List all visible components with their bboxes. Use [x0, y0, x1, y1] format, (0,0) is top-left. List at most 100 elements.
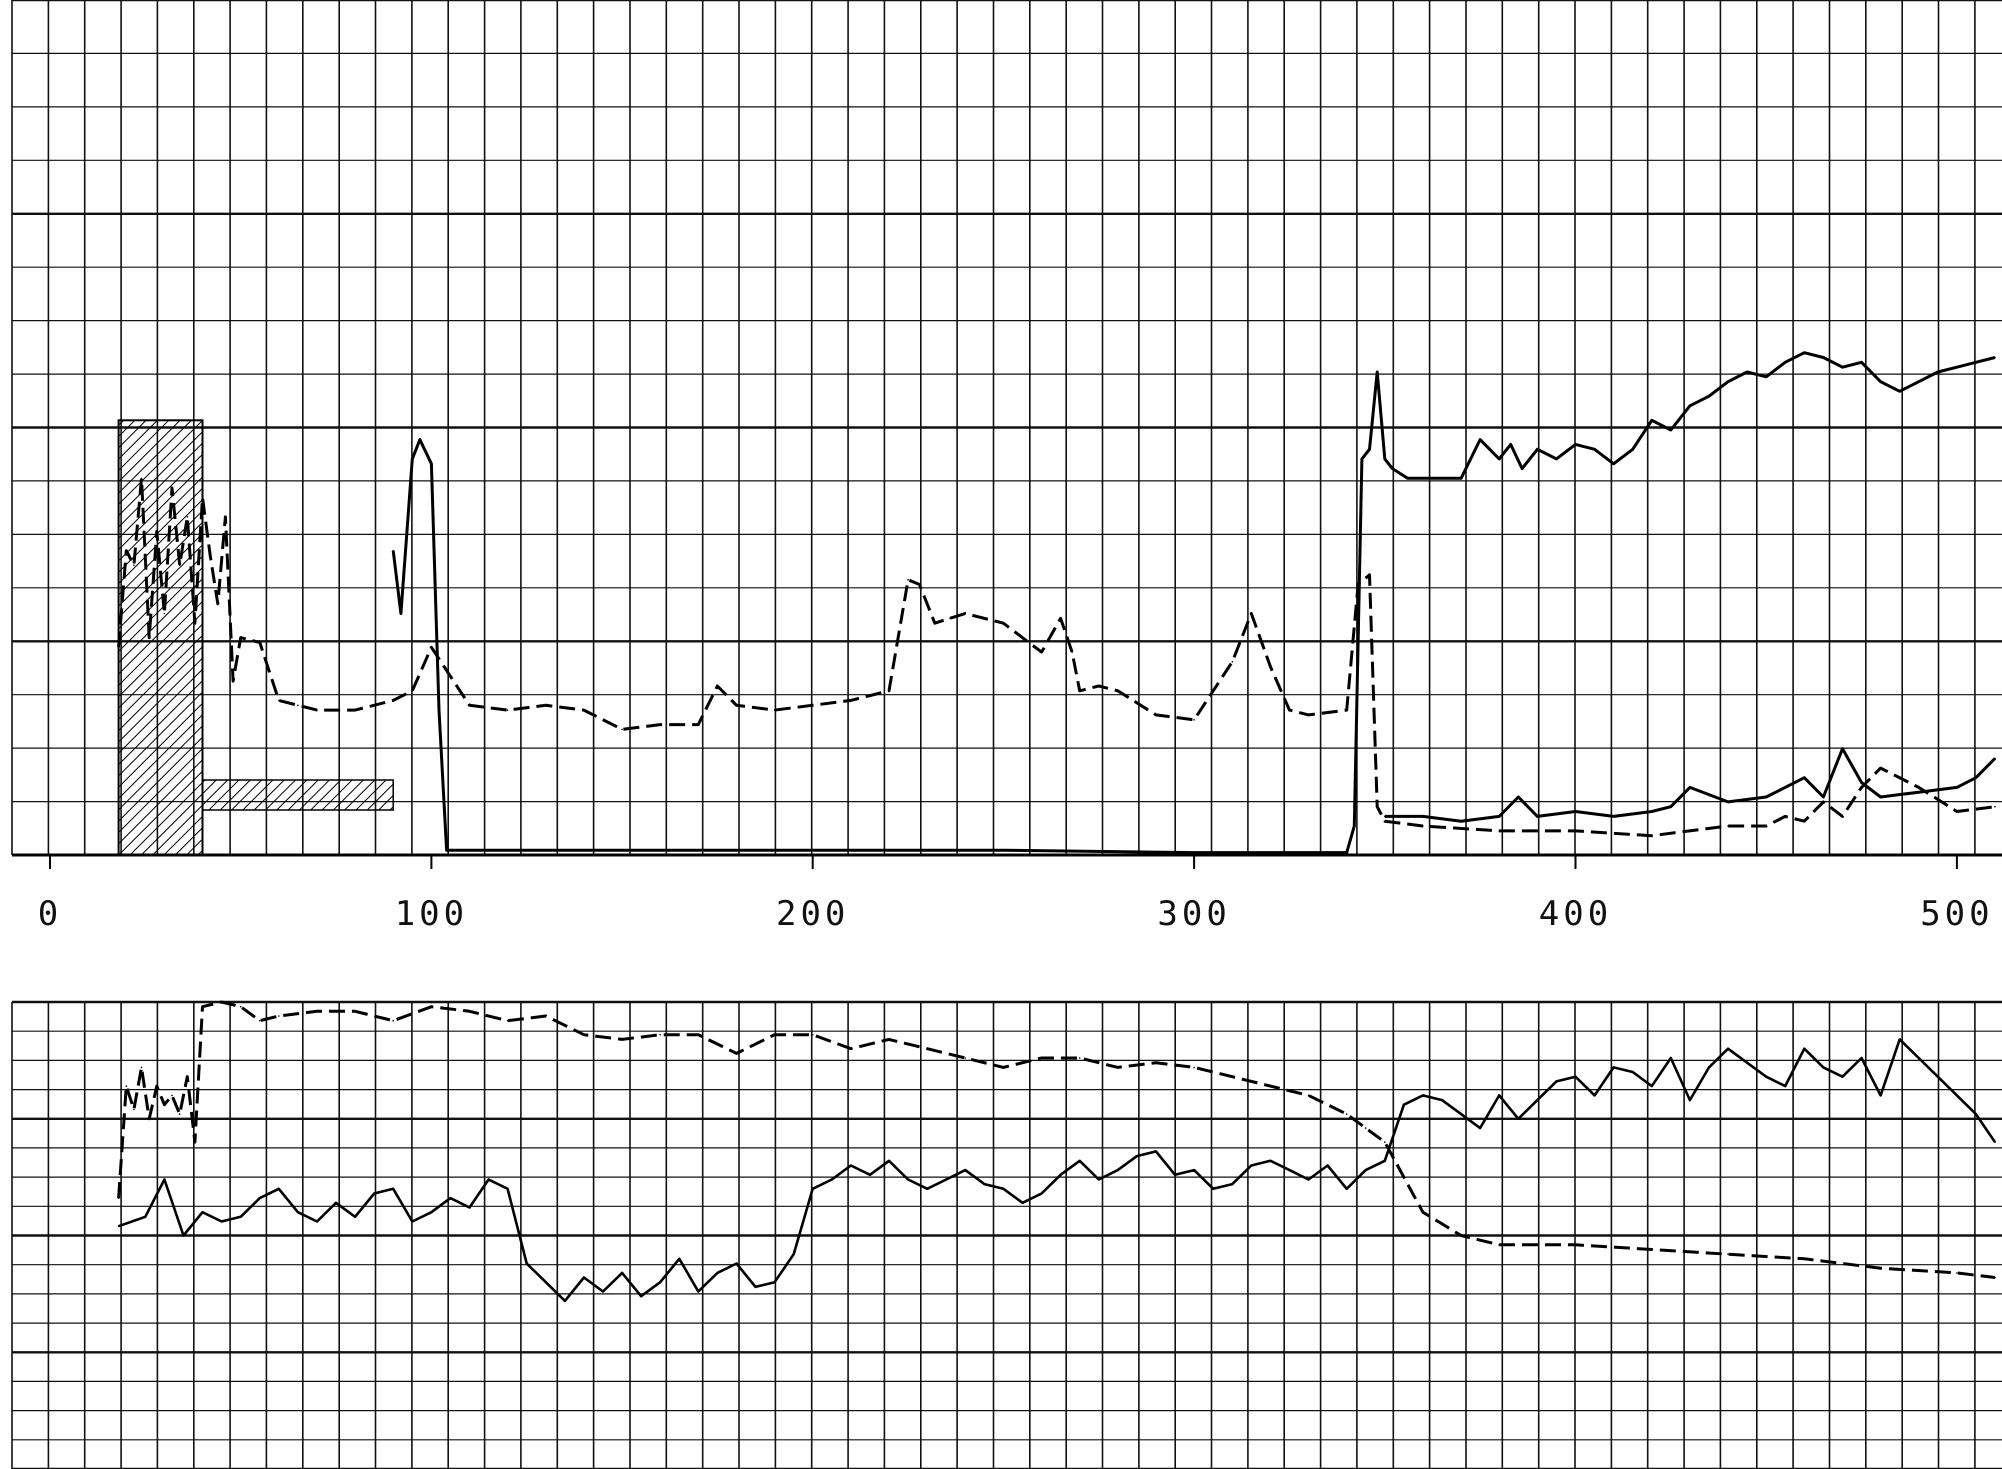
lower-point — [1841, 1075, 1844, 1078]
upper-point — [1422, 815, 1424, 818]
lower-point — [156, 1085, 158, 1087]
upper-point — [697, 723, 700, 726]
upper-point — [949, 617, 951, 620]
upper-point — [1479, 438, 1481, 441]
lower-point — [1574, 1075, 1577, 1078]
lower-point — [1384, 1141, 1386, 1143]
upper-point — [259, 641, 261, 644]
upper-point — [186, 516, 189, 518]
upper-point — [1612, 463, 1615, 465]
lower-point — [545, 1015, 547, 1017]
upper-point — [1536, 815, 1539, 818]
lower-point — [117, 1197, 120, 1199]
upper-point — [1917, 380, 1920, 383]
lower-point — [373, 1192, 376, 1195]
lower-point — [1746, 1061, 1748, 1064]
lower-point — [1574, 1244, 1577, 1246]
upper-point — [850, 699, 852, 702]
upper-point — [1975, 361, 1977, 364]
lower-point — [239, 1005, 242, 1008]
lower-point — [1040, 1057, 1043, 1059]
lower-point — [1651, 1085, 1653, 1087]
lower-point — [1460, 1113, 1462, 1115]
upper-point — [1765, 376, 1767, 378]
lower-point — [354, 1010, 356, 1013]
lower-point — [850, 1047, 852, 1050]
upper-point — [1994, 757, 1996, 760]
lower-point — [316, 1010, 318, 1013]
upper-point — [1345, 851, 1348, 854]
lower-point — [392, 1188, 395, 1190]
lower-point — [1689, 1099, 1691, 1101]
upper-hatched-region — [117, 419, 394, 856]
lower-point — [1860, 1057, 1863, 1059]
upper-point — [1422, 825, 1424, 827]
upper-point — [1841, 747, 1844, 750]
lower-point — [259, 1019, 261, 1022]
lower-point — [220, 1001, 223, 1003]
upper-point — [209, 554, 211, 557]
lower-point — [259, 1197, 261, 1199]
upper-grid — [11, 0, 2002, 857]
upper-point — [1765, 825, 1767, 827]
upper-point — [1917, 791, 1920, 793]
upper-point — [1078, 690, 1081, 692]
lower-point — [583, 1033, 585, 1036]
upper-point — [1384, 820, 1386, 822]
upper-point — [1994, 356, 1996, 359]
upper-point — [1860, 786, 1863, 789]
upper-point — [1822, 801, 1825, 803]
upper-point — [1803, 820, 1806, 822]
upper-point — [411, 690, 414, 692]
lower-point — [1708, 1066, 1710, 1069]
upper-point — [1555, 458, 1558, 460]
lower-point — [678, 1258, 681, 1260]
lower-point — [125, 1085, 128, 1087]
upper-point — [1670, 429, 1672, 431]
lower-point — [1517, 1118, 1520, 1120]
upper-point — [1822, 796, 1825, 798]
lower-point — [1021, 1202, 1024, 1204]
upper-point — [438, 709, 440, 711]
lower-point — [659, 1281, 661, 1283]
upper-point — [1368, 448, 1371, 451]
upper-point — [1860, 361, 1863, 364]
lower-point — [1651, 1248, 1653, 1251]
upper-point — [1574, 810, 1577, 813]
lower-point — [278, 1015, 280, 1017]
upper-point — [1879, 380, 1882, 383]
upper-point — [1353, 825, 1356, 827]
upper-point — [1803, 776, 1806, 779]
lower-point — [964, 1169, 967, 1171]
upper-point — [316, 709, 318, 711]
lower-point — [888, 1160, 890, 1162]
lower-point — [1879, 1267, 1882, 1269]
upper-point — [392, 549, 395, 552]
lower-series-dashed — [117, 1000, 1996, 1279]
lower-point — [621, 1272, 623, 1274]
upper-point — [1651, 834, 1653, 837]
lower-point — [1803, 1258, 1806, 1260]
lower-point — [468, 1010, 471, 1013]
upper-point — [1460, 477, 1462, 480]
lower-point — [1078, 1160, 1081, 1162]
upper-point — [811, 849, 814, 851]
lower-point — [640, 1295, 642, 1297]
lower-point — [735, 1052, 738, 1055]
lower-point — [1937, 1075, 1939, 1078]
upper-point — [1193, 719, 1195, 721]
lower-point — [1174, 1174, 1176, 1176]
upper-point — [888, 690, 890, 692]
upper-point — [1376, 371, 1378, 373]
upper-point — [445, 849, 448, 851]
lower-point — [1193, 1066, 1195, 1069]
upper-point — [171, 487, 173, 489]
upper-series-solid-lower — [1384, 747, 1997, 823]
lower-point — [1765, 1075, 1767, 1078]
lower-point — [278, 1188, 280, 1190]
lower-point — [148, 1118, 150, 1120]
lower-point — [525, 1262, 528, 1265]
lower-point — [1098, 1178, 1100, 1181]
lower-point — [1784, 1085, 1786, 1087]
